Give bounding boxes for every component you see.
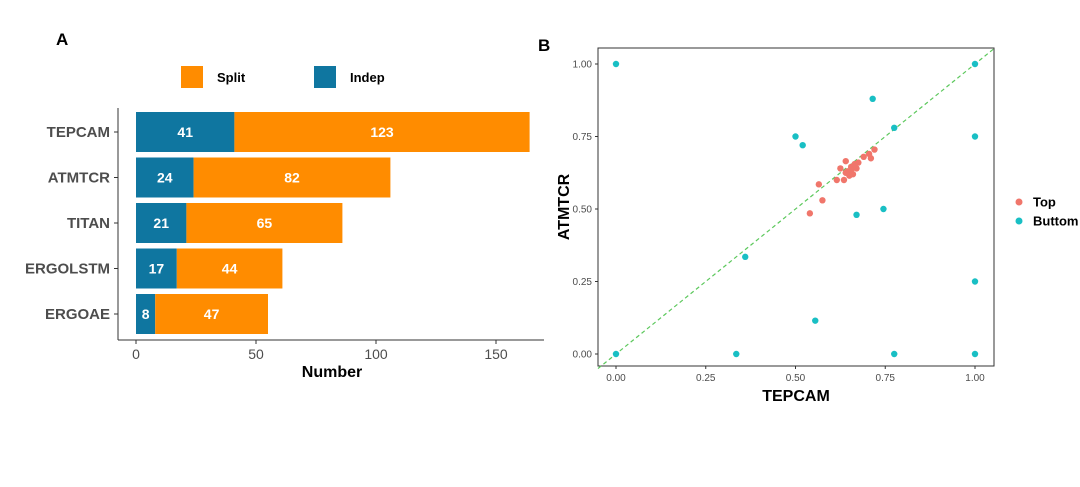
point-buttom-3	[792, 133, 799, 140]
b-y-tick-label: 0.75	[573, 132, 593, 143]
b-x-tick-label: 0.50	[786, 373, 806, 384]
point-top-16	[867, 155, 875, 162]
point-buttom-4	[799, 142, 806, 149]
bar-ergoae-indep	[136, 294, 156, 334]
bar-ergolstm-indep	[136, 248, 177, 289]
point-buttom-12	[612, 350, 620, 358]
panel-b-y-axis-title: ATMTCR	[556, 173, 573, 240]
point-top-14	[860, 153, 867, 160]
bar-label-ergoae-indep: 8	[142, 306, 150, 322]
bar-titan-split	[186, 203, 343, 243]
panel-b-legend: Top Buttom	[1015, 195, 1079, 229]
legend-label-buttom: Buttom	[1033, 214, 1079, 229]
point-buttom-9	[742, 253, 749, 261]
point-top-5	[840, 176, 848, 184]
point-top-17	[871, 146, 878, 153]
point-top-12	[853, 165, 860, 172]
b-y-tick-label: 1.00	[573, 60, 593, 71]
legend-dot-top	[1015, 198, 1023, 206]
b-x-tick-label: 0.00	[606, 373, 626, 384]
category-label-tepcam: TEPCAM	[47, 124, 110, 141]
bar-label-titan-indep: 21	[153, 215, 169, 231]
point-top-4	[837, 165, 844, 172]
point-buttom-5	[891, 124, 898, 131]
x-tick-label: 150	[484, 346, 508, 362]
bar-tepcam-split	[234, 112, 530, 152]
bar-label-tepcam-split: 123	[370, 124, 394, 140]
panel-b-x-axis-title: TEPCAM	[762, 388, 830, 405]
point-top-0	[806, 210, 814, 217]
point-top-1	[815, 181, 823, 188]
category-label-titan: TITAN	[67, 215, 110, 232]
legend-swatch-split	[181, 66, 203, 88]
legend-label-split: Split	[217, 70, 246, 85]
panel-b-plot-frame	[597, 47, 995, 367]
bar-atmtcr-indep	[136, 157, 194, 198]
panel-a-legend: Split Indep	[181, 66, 385, 88]
bar-label-titan-split: 65	[257, 215, 273, 231]
b-x-tick-label: 0.75	[876, 373, 896, 384]
point-buttom-14	[891, 350, 898, 358]
legend-dot-buttom	[1015, 217, 1023, 225]
category-label-ergolstm: ERGOLSTM	[25, 261, 110, 278]
category-label-ergoae: ERGOAE	[45, 306, 110, 323]
panel-b-identity-line	[597, 48, 995, 370]
point-top-18	[842, 169, 849, 176]
panel-b-points	[612, 60, 979, 358]
panel-a-x-axis-title: Number	[302, 364, 362, 381]
point-buttom-1	[971, 60, 979, 68]
x-tick-label: 0	[132, 346, 140, 362]
x-tick-label: 50	[248, 346, 264, 362]
point-top-6	[842, 157, 849, 165]
point-top-13	[855, 159, 862, 166]
point-buttom-6	[971, 133, 979, 140]
legend-label-top: Top	[1033, 195, 1056, 210]
b-x-tick-label: 1.00	[965, 373, 985, 384]
panel-a-label: A	[56, 30, 68, 49]
bar-label-atmtcr-indep: 24	[157, 170, 173, 186]
point-buttom-11	[812, 317, 819, 324]
point-buttom-10	[971, 278, 979, 285]
point-top-2	[819, 197, 826, 204]
b-x-tick-label: 0.25	[696, 373, 716, 384]
legend-label-indep: Indep	[350, 70, 385, 85]
point-buttom-7	[853, 211, 860, 218]
bar-label-tepcam-indep: 41	[177, 124, 193, 140]
bar-label-ergolstm-indep: 17	[149, 261, 165, 277]
bar-titan-indep	[136, 203, 187, 243]
bar-tepcam-indep	[136, 112, 235, 152]
point-buttom-13	[733, 350, 740, 358]
point-buttom-0	[612, 60, 620, 68]
category-label-atmtcr: ATMTCR	[48, 170, 110, 187]
bar-ergoae-split	[155, 294, 268, 334]
panel-b-label: B	[538, 36, 550, 55]
point-buttom-15	[971, 350, 979, 358]
panel-a-bars: 41 123 24 82 21 65 17 44 8 47	[136, 112, 530, 334]
bar-atmtcr-split	[193, 157, 391, 198]
b-y-tick-label: 0.50	[573, 205, 593, 216]
bar-label-atmtcr-split: 82	[284, 170, 300, 186]
bar-label-ergolstm-split: 44	[222, 261, 238, 277]
bar-ergolstm-split	[176, 248, 283, 289]
point-buttom-2	[869, 95, 876, 103]
point-top-3	[833, 176, 840, 184]
panel-a-axes: TEPCAM ATMTCR TITAN ERGOLSTM ERGOAE 0 50 100 150	[25, 108, 544, 362]
x-tick-label: 100	[364, 346, 388, 362]
panel-b-axes: 0.00 0.25 0.50 0.75 1.00 0.00 0.25 0.50 0.75 1.00	[573, 60, 986, 385]
point-top-19	[847, 166, 855, 174]
b-y-tick-label: 0.00	[573, 350, 593, 361]
point-buttom-8	[880, 205, 887, 213]
legend-swatch-indep	[314, 66, 336, 88]
b-y-tick-label: 0.25	[573, 277, 593, 288]
bar-label-ergoae-split: 47	[204, 306, 220, 322]
